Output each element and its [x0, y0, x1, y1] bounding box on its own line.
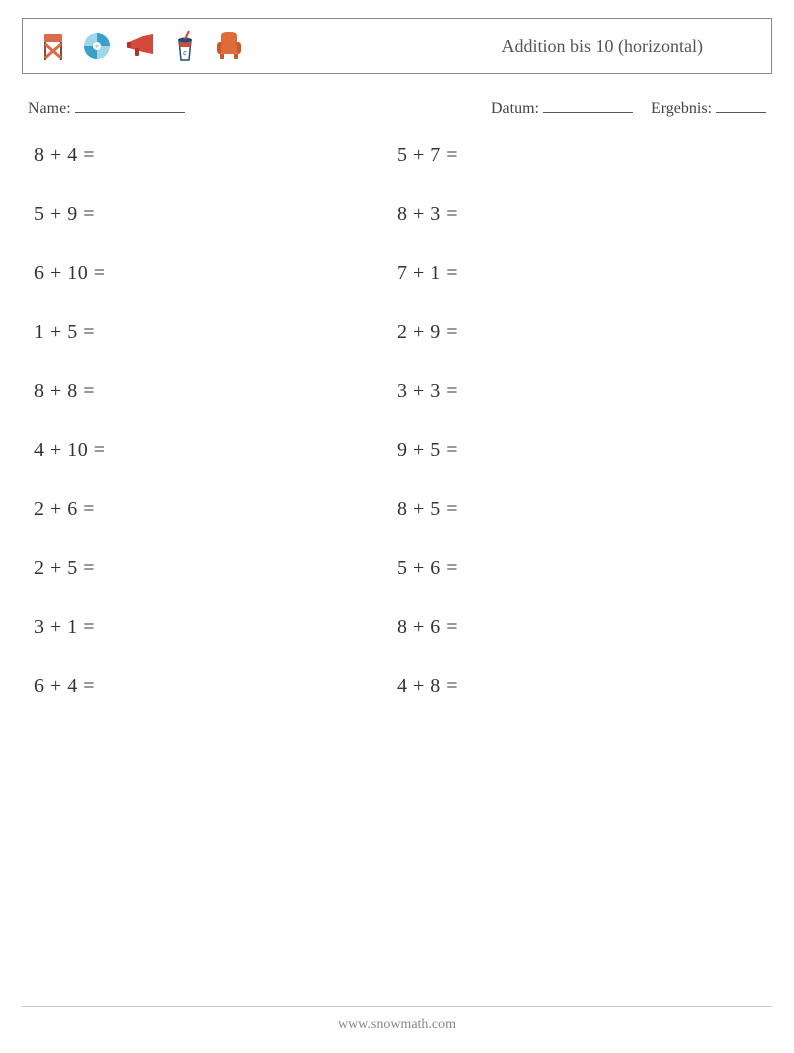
- problem-cell-left: 8 + 8 =: [34, 380, 397, 403]
- date-blank: [543, 96, 633, 113]
- worksheet-page: c Addition bis 10 (horizontal) Name:: [0, 0, 794, 1053]
- problem-cell-left: 2 + 6 =: [34, 498, 397, 521]
- problem-cell-left: 1 + 5 =: [34, 321, 397, 344]
- svg-text:c: c: [183, 50, 187, 57]
- problem-cell-right: 5 + 6 =: [397, 557, 760, 580]
- cd-disc-icon: [81, 30, 113, 62]
- problem-cell-right: 4 + 8 =: [397, 675, 760, 698]
- problem-cell-left: 6 + 10 =: [34, 262, 397, 285]
- problem-cell-right: 8 + 3 =: [397, 203, 760, 226]
- footer-text: www.snowmath.com: [338, 1017, 456, 1032]
- date-field: Datum:: [491, 96, 633, 118]
- problem-row: 6 + 10 =7 + 1 =: [34, 262, 760, 285]
- problem-row: 1 + 5 =2 + 9 =: [34, 321, 760, 344]
- soda-cup-icon: c: [169, 30, 201, 62]
- score-label: Ergebnis:: [651, 100, 712, 117]
- directors-chair-icon: [37, 30, 69, 62]
- problem-row: 2 + 5 =5 + 6 =: [34, 557, 760, 580]
- footer-divider: [22, 1006, 772, 1007]
- problem-cell-right: 9 + 5 =: [397, 439, 760, 462]
- problem-cell-left: 4 + 10 =: [34, 439, 397, 462]
- date-label: Datum:: [491, 100, 539, 117]
- meta-row: Name: Datum: Ergebnis:: [22, 96, 772, 118]
- problem-row: 4 + 10 =9 + 5 =: [34, 439, 760, 462]
- armchair-icon: [213, 30, 245, 62]
- page-footer: www.snowmath.com: [0, 1006, 794, 1033]
- problem-cell-right: 8 + 6 =: [397, 616, 760, 639]
- header-icons: c: [37, 30, 245, 62]
- problems-grid: 8 + 4 =5 + 7 = 5 + 9 =8 + 3 = 6 + 10 =7 + …: [22, 144, 772, 698]
- worksheet-title: Addition bis 10 (horizontal): [502, 36, 757, 57]
- megaphone-icon: [125, 30, 157, 62]
- problem-cell-right: 3 + 3 =: [397, 380, 760, 403]
- problem-cell-right: 7 + 1 =: [397, 262, 760, 285]
- name-field: Name:: [28, 96, 185, 118]
- problem-row: 8 + 8 =3 + 3 =: [34, 380, 760, 403]
- name-blank: [75, 96, 185, 113]
- name-label: Name:: [28, 100, 71, 117]
- problem-row: 3 + 1 =8 + 6 =: [34, 616, 760, 639]
- problem-row: 6 + 4 =4 + 8 =: [34, 675, 760, 698]
- problem-cell-left: 8 + 4 =: [34, 144, 397, 167]
- problem-cell-right: 2 + 9 =: [397, 321, 760, 344]
- header-box: c Addition bis 10 (horizontal): [22, 18, 772, 74]
- problem-cell-right: 5 + 7 =: [397, 144, 760, 167]
- problem-cell-left: 6 + 4 =: [34, 675, 397, 698]
- problem-cell-right: 8 + 5 =: [397, 498, 760, 521]
- problem-row: 8 + 4 =5 + 7 =: [34, 144, 760, 167]
- problem-cell-left: 3 + 1 =: [34, 616, 397, 639]
- score-blank: [716, 96, 766, 113]
- problem-cell-left: 5 + 9 =: [34, 203, 397, 226]
- problem-row: 2 + 6 =8 + 5 =: [34, 498, 760, 521]
- problem-row: 5 + 9 =8 + 3 =: [34, 203, 760, 226]
- problem-cell-left: 2 + 5 =: [34, 557, 397, 580]
- score-field: Ergebnis:: [651, 96, 766, 118]
